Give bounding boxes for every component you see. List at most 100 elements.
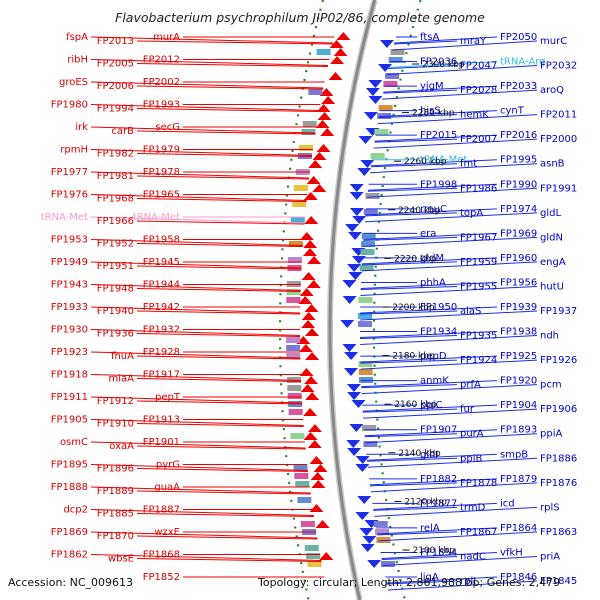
category-block bbox=[388, 57, 403, 63]
left-gene-label: FP1993 bbox=[143, 100, 180, 111]
right-gene-label: trmD bbox=[460, 502, 486, 513]
reverse-gene-arrow bbox=[347, 264, 362, 272]
leader-line bbox=[360, 335, 538, 346]
position-scale: 2300 kbp 2280 kbp 2260 kbp 2240 kbp 2220 kbp… bbox=[382, 60, 465, 556]
left-gene-label: FP1889 bbox=[97, 486, 134, 497]
left-gene-label: FP1945 bbox=[143, 257, 180, 268]
right-gene-label: priA bbox=[540, 551, 560, 562]
right-gene-label: FP1878 bbox=[460, 478, 497, 489]
genome-backbone bbox=[328, 0, 377, 600]
right-gene-label: purA bbox=[460, 429, 484, 440]
scale-label: 2220 kbp bbox=[394, 254, 437, 264]
leader-line bbox=[136, 130, 316, 135]
leader-line bbox=[360, 285, 458, 290]
leader-line bbox=[368, 183, 498, 191]
leader-line bbox=[370, 482, 538, 493]
reverse-gene-arrow bbox=[357, 168, 372, 176]
right-gene-label: FP1938 bbox=[500, 327, 537, 338]
scale-label: 2120 kbp bbox=[404, 497, 447, 507]
leader-line bbox=[394, 40, 458, 45]
right-gene-label: gldN bbox=[540, 232, 563, 243]
leader-line bbox=[90, 171, 310, 179]
left-gene-label: FP1952 bbox=[97, 239, 134, 250]
category-block bbox=[375, 529, 390, 535]
category-block bbox=[376, 537, 391, 543]
left-gene-label: FP1994 bbox=[97, 104, 134, 115]
category-block bbox=[373, 521, 388, 527]
leader-line bbox=[388, 61, 498, 69]
right-gene-label: FP1969 bbox=[500, 228, 537, 239]
leader-line bbox=[360, 359, 458, 364]
leader-line bbox=[365, 208, 498, 216]
leader-line bbox=[392, 40, 538, 51]
leader-line bbox=[363, 408, 538, 419]
leader-line bbox=[373, 506, 458, 511]
left-gene-label: FP1968 bbox=[97, 194, 134, 205]
reverse-gene-arrow bbox=[340, 320, 355, 328]
leader-line bbox=[383, 85, 498, 93]
leader-line bbox=[371, 159, 498, 167]
forward-gene-arrow bbox=[307, 440, 322, 448]
right-gene-label: ppiA bbox=[540, 429, 562, 440]
leader-line bbox=[370, 163, 538, 174]
leader-line bbox=[361, 261, 538, 272]
reverse-gene-arrow bbox=[345, 224, 360, 232]
right-gene-label: phhA bbox=[420, 277, 446, 288]
category-block bbox=[361, 241, 376, 247]
right-gene-label: FP1920 bbox=[500, 376, 537, 387]
leader-line bbox=[90, 464, 308, 471]
right-gene-label: FP1879 bbox=[500, 474, 537, 485]
right-gene-label: era bbox=[420, 228, 436, 239]
reverse-gene-arrow bbox=[367, 560, 382, 568]
right-gene-label: engA bbox=[540, 257, 566, 268]
left-gene-label: fspA bbox=[66, 32, 88, 43]
forward-gene-arrow bbox=[309, 456, 324, 464]
right-gene-label: gldM bbox=[420, 253, 444, 264]
category-block bbox=[374, 129, 389, 135]
category-block bbox=[308, 89, 323, 95]
leader-line bbox=[90, 126, 316, 134]
right-gene-label: icd bbox=[500, 498, 515, 509]
left-gene-label: wbsE bbox=[108, 554, 134, 565]
leader-line bbox=[90, 486, 311, 494]
scale-label: 2300 kbp bbox=[422, 60, 465, 70]
leader-line bbox=[360, 310, 458, 315]
reverse-gene-arrow bbox=[355, 512, 370, 520]
category-block bbox=[307, 561, 322, 567]
reverse-gene-arrow bbox=[351, 256, 366, 264]
leader-line bbox=[388, 65, 458, 70]
scale-label: 2200 kbp bbox=[392, 303, 435, 313]
leader-line bbox=[90, 306, 301, 314]
right-gene-label: FP1904 bbox=[500, 400, 537, 411]
reverse-gene-arrow bbox=[347, 448, 362, 456]
right-gene-label: FP1846 bbox=[500, 572, 537, 583]
leader-line bbox=[136, 445, 306, 450]
leader-line bbox=[386, 580, 458, 585]
right-gene-label: hutU bbox=[540, 281, 564, 292]
category-block bbox=[297, 497, 312, 503]
reverse-gene-arrow bbox=[348, 272, 363, 280]
category-block bbox=[306, 553, 321, 559]
scale-label: 2280 kbp bbox=[412, 109, 455, 119]
leader-line bbox=[136, 378, 302, 382]
category-block bbox=[293, 465, 308, 471]
leader-line bbox=[360, 281, 498, 289]
leader-line bbox=[90, 261, 302, 269]
outer-arc-guide bbox=[259, 0, 303, 600]
forward-gene-arrow bbox=[316, 144, 331, 152]
left-gene-label: FP2002 bbox=[143, 77, 180, 88]
right-gene-label: FP1967 bbox=[460, 232, 497, 243]
left-gene-label: FP1932 bbox=[143, 325, 180, 336]
leader-line bbox=[136, 220, 305, 225]
reverse-gene-arrow bbox=[362, 536, 377, 544]
right-gene-label: FP1960 bbox=[500, 253, 537, 264]
left-gene-label: FP1912 bbox=[97, 396, 134, 407]
left-gene-label: FP1930 bbox=[51, 325, 88, 336]
forward-gene-arrow bbox=[309, 504, 324, 512]
forward-gene-arrow bbox=[298, 344, 313, 352]
leader-line bbox=[363, 232, 498, 240]
leader-line bbox=[90, 149, 313, 156]
reverse-gene-arrow bbox=[351, 400, 366, 408]
category-block bbox=[358, 297, 373, 303]
leader-line bbox=[364, 433, 458, 438]
